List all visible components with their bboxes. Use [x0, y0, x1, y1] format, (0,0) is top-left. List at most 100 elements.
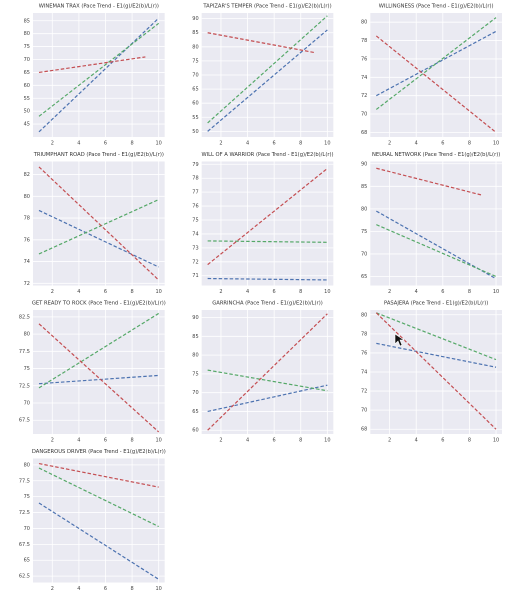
y-tick-label: 80: [361, 206, 367, 212]
subplot: GET READY TO ROCK (Pace Trend - E1(g)/E2…: [19, 301, 166, 444]
chart-title: GET READY TO ROCK (Pace Trend - E1(g)/E2…: [32, 301, 166, 307]
y-tick-label: 67.5: [19, 542, 30, 548]
chart-title: WILLINGNESS (Pace Trend - E1(g)/E2(b)/L(…: [379, 4, 494, 10]
trend-line: [38, 374, 159, 385]
trend-line: [38, 22, 160, 117]
trend-line: [38, 56, 146, 74]
mouse-cursor: [394, 333, 405, 347]
x-tick-label: 8: [130, 586, 133, 592]
y-tick-label: 75: [192, 371, 198, 377]
trend-line: [38, 209, 159, 268]
trend-line: [207, 277, 328, 281]
x-tick-label: 2: [388, 289, 391, 295]
y-tick-label: 75: [24, 44, 30, 50]
chart-title: NEURAL NETWORK (Pace Trend - E1(g)/E2(b)…: [372, 152, 500, 158]
x-tick-label: 4: [77, 289, 80, 295]
y-tick-label: 79: [192, 162, 198, 168]
y-tick-label: 80: [192, 44, 198, 50]
y-tick-label: 80: [24, 462, 30, 468]
y-tick-label: 68: [361, 130, 367, 136]
chart-title: WILL OF A WARRIOR (Pace Trend - E1(g)/E2…: [201, 152, 333, 158]
y-tick-label: 80: [24, 31, 30, 37]
y-tick-label: 70: [361, 112, 367, 118]
y-tick-label: 74: [361, 370, 367, 376]
trend-line: [38, 17, 160, 133]
x-tick-label: 4: [77, 586, 80, 592]
x-tick-label: 8: [299, 438, 302, 444]
x-tick-label: 2: [51, 289, 54, 295]
x-tick-label: 4: [415, 141, 418, 147]
y-tick-label: 70: [24, 526, 30, 532]
trend-line: [375, 35, 497, 133]
x-tick-label: 6: [273, 438, 276, 444]
trend-line: [375, 17, 497, 110]
trend-line: [207, 369, 328, 392]
x-tick-label: 6: [104, 141, 107, 147]
y-tick-label: 78: [361, 331, 367, 337]
y-tick-label: 72: [192, 259, 198, 265]
chart-title: WINEMAN TRAX (Pace Trend - E1(g)/E2(b)/L…: [39, 4, 159, 10]
x-tick-label: 8: [468, 289, 471, 295]
trend-line: [38, 462, 159, 488]
x-tick-label: 8: [468, 141, 471, 147]
trend-line: [207, 240, 328, 243]
trend-line: [207, 313, 328, 431]
x-tick-label: 6: [441, 289, 444, 295]
y-tick-label: 72: [361, 389, 367, 395]
x-tick-label: 8: [299, 141, 302, 147]
trend-line: [207, 15, 328, 124]
y-tick-label: 65: [24, 70, 30, 76]
trend-line: [376, 312, 497, 361]
y-tick-label: 74: [192, 231, 198, 237]
subplot: PASAJERA (Pace Trend - E1(g)/E2(b)/L(r))…: [361, 301, 502, 444]
charts: WINEMAN TRAX (Pace Trend - E1(g)/E2(b)/L…: [19, 4, 502, 592]
y-tick-label: 70: [24, 401, 30, 407]
chart-title: DANGEROUS DRIVER (Pace Trend - E1(g)/E2(…: [32, 449, 166, 455]
y-tick-label: 73: [192, 245, 198, 251]
x-tick-label: 4: [77, 141, 80, 147]
y-tick-label: 75: [24, 494, 30, 500]
subplot: NEURAL NETWORK (Pace Trend - E1(g)/E2(b)…: [361, 152, 502, 295]
chart-title: TRIUMPHANT ROAD (Pace Trend - E1(g)/E2(b…: [33, 152, 164, 158]
x-tick-label: 10: [155, 141, 161, 147]
x-tick-label: 8: [130, 289, 133, 295]
subplot: TAPIZAR'S TEMPER (Pace Trend - E1(g)/E2(…: [192, 4, 334, 147]
x-tick-label: 2: [51, 141, 54, 147]
x-tick-label: 8: [468, 438, 471, 444]
plot-area: [370, 161, 502, 286]
x-tick-label: 10: [155, 586, 161, 592]
x-tick-label: 2: [51, 438, 54, 444]
x-tick-label: 2: [219, 289, 222, 295]
trend-line: [376, 210, 497, 280]
y-tick-label: 76: [24, 237, 30, 243]
y-tick-label: 85: [361, 184, 367, 190]
y-tick-label: 85: [192, 30, 198, 36]
y-tick-label: 71: [192, 273, 198, 279]
x-tick-label: 4: [415, 289, 418, 295]
x-tick-label: 10: [155, 438, 161, 444]
y-tick-label: 70: [361, 251, 367, 257]
x-tick-label: 6: [273, 289, 276, 295]
plot-area: [201, 161, 334, 286]
y-tick-label: 65: [192, 87, 198, 93]
subplot: WILL OF A WARRIOR (Pace Trend - E1(g)/E2…: [192, 152, 333, 295]
trend-line: [207, 384, 328, 413]
y-tick-label: 72.5: [19, 383, 30, 389]
subplot: WILLINGNESS (Pace Trend - E1(g)/E2(b)/L(…: [361, 4, 502, 147]
y-tick-label: 68: [361, 427, 367, 433]
y-tick-label: 75: [24, 366, 30, 372]
x-tick-label: 2: [388, 438, 391, 444]
x-tick-label: 10: [324, 289, 330, 295]
y-tick-label: 55: [24, 96, 30, 102]
y-tick-label: 90: [361, 161, 367, 167]
trend-line: [376, 30, 497, 97]
y-tick-label: 82.5: [19, 314, 30, 320]
x-tick-label: 4: [246, 289, 249, 295]
x-tick-label: 10: [324, 438, 330, 444]
subplot: DANGEROUS DRIVER (Pace Trend - E1(g)/E2(…: [19, 449, 166, 592]
y-tick-label: 77.5: [19, 349, 30, 355]
subplot: GARRINCHA (Pace Trend - E1(g)/E2(b)/L(r)…: [192, 301, 334, 444]
x-tick-label: 4: [246, 141, 249, 147]
y-tick-label: 80: [24, 332, 30, 338]
